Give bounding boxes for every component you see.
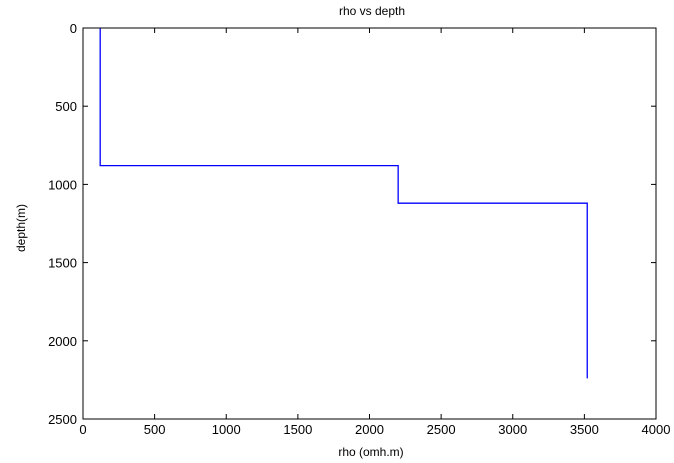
y-tick-label: 1500 (48, 256, 77, 271)
y-axis-ticks: 0 500 1000 1500 2000 2500 (48, 21, 656, 427)
x-tick-label: 1000 (212, 422, 241, 437)
x-tick-label: 0 (79, 422, 86, 437)
x-tick-label: 1500 (283, 422, 312, 437)
x-tick-label: 3000 (498, 422, 527, 437)
plot-area (99, 28, 588, 379)
x-axis-ticks: 0 500 1000 1500 2000 2500 3000 3500 4000 (79, 28, 670, 437)
y-tick-label: 2500 (48, 412, 77, 427)
y-tick-label: 2000 (48, 334, 77, 349)
series-line-0 (99, 28, 588, 379)
x-tick-label: 500 (144, 422, 166, 437)
x-tick-label: 3500 (570, 422, 599, 437)
chart-title: rho vs depth (339, 4, 405, 18)
y-tick-label: 500 (55, 99, 77, 114)
x-tick-label: 2000 (355, 422, 384, 437)
x-axis-label: rho (omh.m) (338, 445, 403, 459)
y-axis-label: depth(m) (14, 204, 28, 252)
axes-box (82, 27, 657, 420)
x-tick-label: 2500 (427, 422, 456, 437)
y-tick-label: 1000 (48, 177, 77, 192)
x-tick-label: 4000 (642, 422, 671, 437)
y-tick-label: 0 (70, 21, 77, 36)
